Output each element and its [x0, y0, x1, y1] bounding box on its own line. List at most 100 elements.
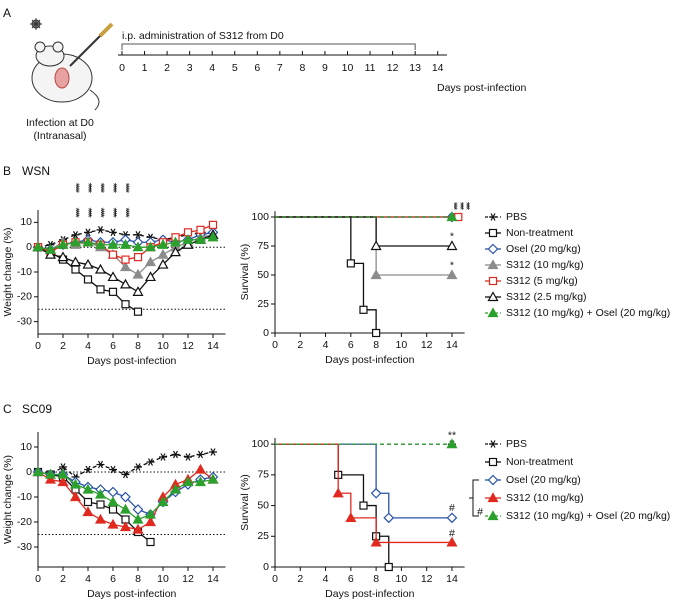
y-tick-label: -30: [17, 315, 32, 327]
significance-mark: **: [448, 429, 456, 441]
strain-label: SC09: [22, 402, 52, 416]
marker: [94, 488, 107, 499]
marker: [194, 234, 207, 244]
x-tick-label: 14: [446, 573, 458, 585]
x-tick-label: 0: [272, 573, 278, 585]
marker: [83, 275, 93, 284]
legend-marker: [487, 307, 499, 318]
marker: [194, 476, 207, 487]
marker: [144, 516, 157, 527]
route-label: (Intranasal): [33, 130, 86, 142]
marker: [94, 263, 107, 274]
legend-marker: [487, 291, 499, 302]
marker: [132, 268, 144, 279]
x-tick-label: 10: [157, 573, 169, 585]
marker: [69, 478, 82, 489]
significance-mark: ****: [82, 208, 94, 218]
marker: [207, 231, 219, 242]
marker: [132, 513, 144, 524]
marker: [107, 486, 119, 498]
series-line: [275, 216, 377, 333]
x-tick-label: 14: [207, 340, 219, 352]
marker: [157, 238, 169, 249]
y-tick-label: 10: [20, 216, 32, 228]
marker: [144, 256, 157, 267]
significance-mark: ****: [107, 183, 119, 193]
marker: [209, 448, 217, 456]
marker: [32, 466, 44, 477]
marker: [107, 496, 119, 507]
timeline-tick-label: 3: [187, 62, 193, 74]
marker: [207, 473, 219, 484]
y-tick-label: 50: [257, 499, 269, 511]
timeline-tick-label: 13: [409, 62, 421, 74]
marker: [57, 238, 69, 249]
x-tick-label: 12: [421, 573, 433, 585]
marker: [169, 246, 182, 257]
marker: [107, 518, 119, 529]
x-tick-label: 10: [396, 573, 408, 585]
legend-label: Osel (20 mg/kg): [506, 243, 581, 255]
marker: [83, 497, 93, 507]
y-tick-label: 25: [257, 298, 269, 310]
significance-mark: ****: [120, 208, 132, 218]
marker: [384, 562, 393, 572]
legend-label: Non-treatment: [506, 227, 573, 239]
x-tick-label: 2: [297, 573, 303, 585]
marker: [82, 483, 94, 494]
y-tick-label: 0: [26, 241, 32, 253]
marker: [133, 307, 143, 316]
marker: [57, 251, 69, 262]
strain-label: WSN: [22, 164, 50, 178]
marker: [144, 508, 157, 519]
marker: [134, 231, 142, 239]
x-tick-label: 8: [373, 573, 379, 585]
y-tick-label: 50: [257, 269, 269, 281]
significance-mark: *: [450, 231, 454, 243]
bracket-label: i.p. administration of S312 from D0: [122, 30, 284, 42]
x-axis-title: Days post-infection: [325, 354, 414, 366]
marker: [96, 460, 105, 469]
marker: [157, 248, 169, 259]
x-tick-label: 0: [35, 340, 41, 352]
x-tick-label: 10: [157, 340, 169, 352]
x-tick-label: 4: [323, 573, 329, 585]
significance-mark: ****: [70, 208, 82, 218]
marker: [370, 536, 382, 547]
marker: [208, 220, 218, 229]
marker: [171, 450, 180, 459]
marker: [96, 500, 105, 509]
legend-label: PBS: [506, 211, 527, 223]
marker: [107, 271, 119, 282]
marker: [157, 258, 169, 269]
significance-mark: #: [449, 502, 455, 514]
legend-marker: [489, 440, 497, 448]
marker: [82, 506, 94, 517]
marker: [32, 241, 44, 252]
legend-marker: [489, 213, 497, 221]
series-line: [275, 216, 452, 247]
marker: [69, 256, 82, 267]
timeline-xlabel: Days post-infection: [437, 82, 526, 94]
series-line: [37, 471, 151, 543]
series-line: [37, 229, 213, 248]
marker: [44, 473, 57, 484]
marker: [182, 476, 194, 487]
marker: [69, 491, 82, 502]
marker: [194, 463, 207, 474]
marker: [182, 234, 194, 244]
y-tick-label: 0: [26, 466, 32, 478]
panel-label: B: [3, 164, 11, 178]
timeline-tick-label: 10: [342, 62, 354, 74]
marker: [446, 438, 458, 449]
marker: [372, 328, 381, 338]
marker: [119, 521, 132, 532]
significance-mark: ***: [454, 202, 466, 210]
marker: [159, 453, 167, 461]
y-axis-title: Weight change (%): [2, 455, 14, 544]
x-tick-label: 6: [348, 573, 354, 585]
marker: [107, 238, 119, 249]
y-tick-label: -30: [17, 541, 32, 553]
legend-marker: [487, 474, 499, 486]
x-tick-label: 6: [110, 340, 116, 352]
